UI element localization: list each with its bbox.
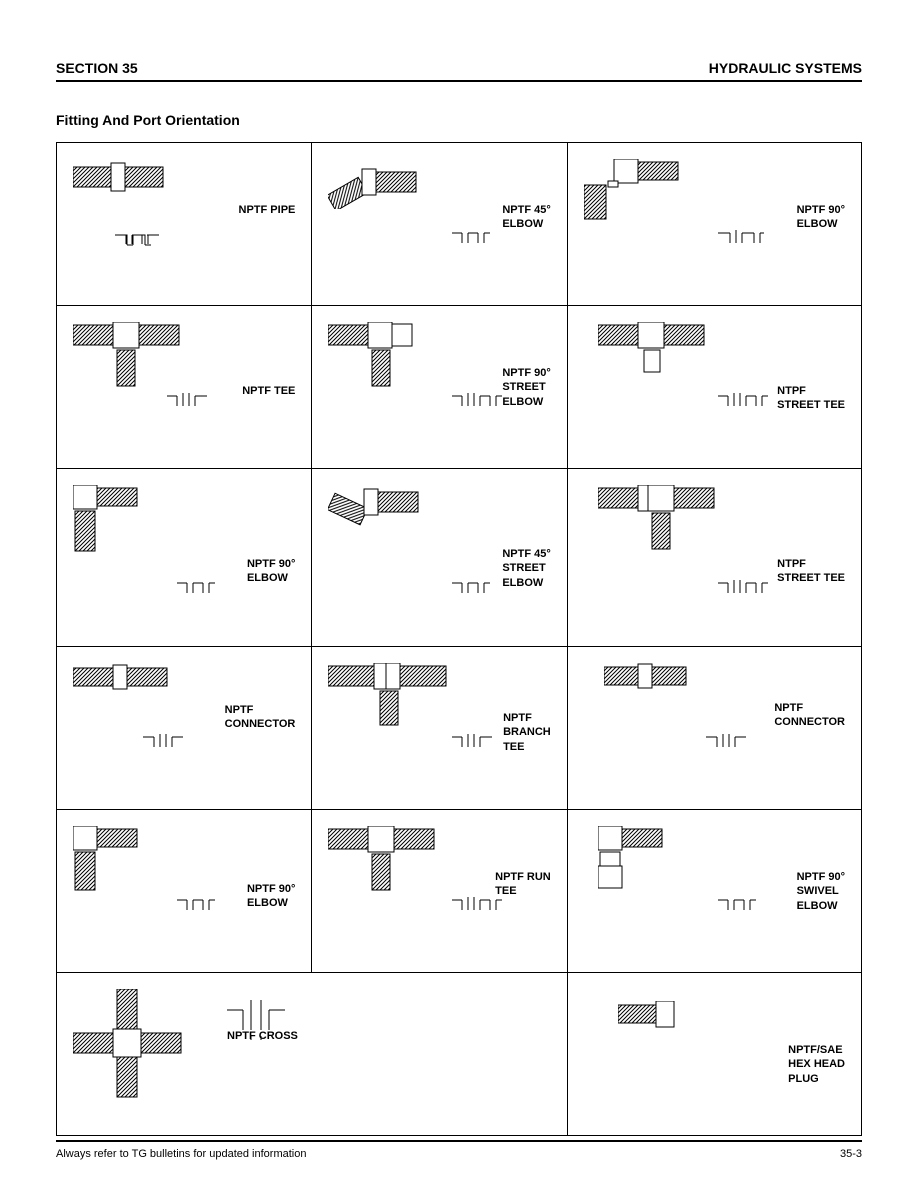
fitting-nptf-street-tee-icon xyxy=(598,322,728,395)
fitting-label: NTPF STREET TEE xyxy=(777,384,845,413)
table-row: NPTF CROSS xyxy=(57,973,861,1135)
fitting-nptf-cross-icon xyxy=(73,989,203,1114)
fitting-nptf-90-street-elbow-icon xyxy=(328,322,448,395)
fitting-label: NPTF TEE xyxy=(242,384,295,398)
table-row: NPTF TEE xyxy=(57,306,861,469)
fitting-cell: NPTF CONNECTOR xyxy=(568,647,861,809)
fitting-cell: NTPF STREET TEE xyxy=(568,469,861,647)
page-container: SECTION 35 HYDRAULIC SYSTEMS Fitting And… xyxy=(0,18,918,1202)
port-symbol-icon xyxy=(452,393,502,416)
fitting-nptf-connector-icon xyxy=(604,663,704,696)
fitting-label: NPTF RUN TEE xyxy=(495,870,551,899)
fitting-nptf-connector-icon xyxy=(73,663,183,698)
header-section: SECTION 35 xyxy=(56,60,138,76)
fitting-label: NPTF PIPE xyxy=(239,203,296,217)
fitting-label: NPTF BRANCH TEE xyxy=(503,711,551,754)
fitting-nptf-branch-tee-icon xyxy=(328,663,468,734)
fitting-cell: NPTF 90° STREET ELBOW xyxy=(312,306,567,468)
page-header: SECTION 35 HYDRAULIC SYSTEMS xyxy=(56,60,862,82)
fitting-cell: NPTF 90° ELBOW xyxy=(57,469,312,647)
fitting-nptf-tee-icon xyxy=(73,322,203,395)
fitting-cell: NPTF 90° SWIVEL ELBOW xyxy=(568,810,861,972)
fitting-nptf-90-elbow-icon xyxy=(73,826,173,899)
fitting-label: NPTF/SAE HEX HEAD PLUG xyxy=(788,1043,845,1086)
fitting-nptf-90-elbow-icon xyxy=(73,485,173,560)
port-symbol-icon xyxy=(177,580,215,603)
fittings-table: NPTF PIPE xyxy=(56,142,862,1136)
fitting-nptf-sae-hex-plug-icon xyxy=(618,1001,688,1034)
fitting-nptf-45-street-elbow-icon xyxy=(328,485,448,550)
fitting-cell: NPTF 90° ELBOW xyxy=(57,810,312,972)
fitting-nptf-pipe-icon xyxy=(73,159,173,200)
port-symbol-icon xyxy=(718,897,756,920)
fitting-cell: NPTF 45° STREET ELBOW xyxy=(312,469,567,647)
header-title: HYDRAULIC SYSTEMS xyxy=(709,60,862,76)
port-symbol-icon xyxy=(177,897,215,920)
page-footer: Always refer to TG bulletins for updated… xyxy=(56,1140,862,1160)
fitting-label: NPTF 90° ELBOW xyxy=(247,882,295,911)
fitting-label: NPTF 90° ELBOW xyxy=(797,203,845,232)
port-symbol-icon xyxy=(167,393,211,416)
table-row: NPTF 90° ELBOW xyxy=(57,810,861,973)
footer-page: 35-3 xyxy=(840,1148,862,1160)
table-row: NPTF PIPE xyxy=(57,143,861,306)
fitting-label: NPTF CONNECTOR xyxy=(225,703,296,732)
port-symbol-icon xyxy=(718,580,768,603)
table-row: NPTF 90° ELBOW xyxy=(57,469,861,647)
fitting-label: NPTF 45° STREET ELBOW xyxy=(502,547,550,590)
fitting-label: NPTF 45° ELBOW xyxy=(502,203,550,232)
fitting-cell: NPTF CONNECTOR xyxy=(57,647,312,809)
fitting-cell: NPTF CROSS xyxy=(57,973,568,1135)
fitting-nptf-street-tee-icon xyxy=(598,485,728,558)
fitting-cell: NPTF 45° ELBOW xyxy=(312,143,567,305)
section-title: Fitting And Port Orientation xyxy=(56,112,862,128)
fitting-cell: NPTF/SAE HEX HEAD PLUG xyxy=(568,973,861,1135)
table-row: NPTF CONNECTOR xyxy=(57,647,861,810)
fitting-label: NPTF 90° ELBOW xyxy=(247,557,295,586)
fitting-label: NPTF CONNECTOR xyxy=(774,701,845,730)
port-symbol-icon xyxy=(706,734,750,757)
port-symbol-icon xyxy=(452,230,490,253)
port-symbol-icon xyxy=(718,230,764,253)
fitting-cell: NPTF TEE xyxy=(57,306,312,468)
port-symbol-icon xyxy=(718,393,768,416)
fitting-nptf-90-swivel-elbow-icon xyxy=(598,826,698,903)
fitting-cell: NPTF RUN TEE xyxy=(312,810,567,972)
fitting-nptf-45-elbow-icon xyxy=(328,159,438,214)
fitting-cell: NPTF 90° ELBOW xyxy=(568,143,861,305)
fitting-nptf-90-elbow-icon xyxy=(584,159,684,226)
port-symbol-icon xyxy=(452,897,502,920)
footer-note: Always refer to TG bulletins for updated… xyxy=(56,1148,306,1160)
port-symbol-icon xyxy=(452,734,496,757)
fitting-label: NPTF 90° STREET ELBOW xyxy=(502,366,550,409)
port-symbol-icon xyxy=(115,232,159,253)
port-symbol-icon xyxy=(227,1000,291,1045)
fitting-cell: NPTF PIPE xyxy=(57,143,312,305)
fitting-cell: NPTF BRANCH TEE xyxy=(312,647,567,809)
fitting-label: NTPF STREET TEE xyxy=(777,557,845,586)
fitting-nptf-run-tee-icon xyxy=(328,826,458,899)
fitting-label: NPTF 90° SWIVEL ELBOW xyxy=(797,870,845,913)
port-symbol-icon xyxy=(143,734,187,757)
fitting-cell: NTPF STREET TEE xyxy=(568,306,861,468)
port-symbol-icon xyxy=(452,580,490,603)
